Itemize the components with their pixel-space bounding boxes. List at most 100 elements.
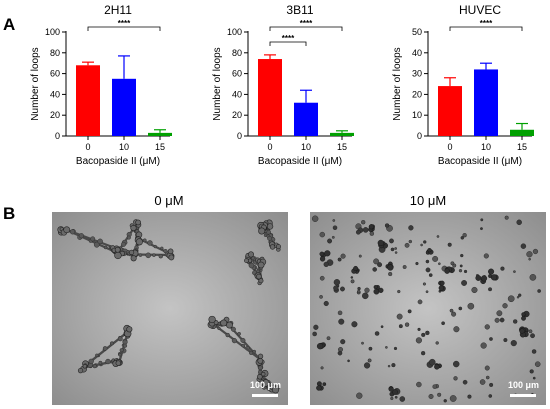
cell	[425, 259, 430, 264]
cell	[350, 276, 354, 279]
tube-network-image	[52, 212, 288, 405]
cell-cluster	[114, 246, 121, 253]
cell-clump	[377, 239, 384, 247]
cell	[438, 262, 441, 266]
cell-clump	[316, 343, 324, 350]
cell	[460, 236, 465, 240]
y-axis-label: Number of loops	[392, 47, 403, 120]
cell-clump	[521, 312, 526, 317]
cell	[513, 319, 518, 324]
cell	[105, 358, 111, 365]
cell	[361, 220, 366, 225]
cell	[331, 235, 335, 239]
cell	[534, 361, 541, 367]
y-tick-label: 60	[232, 69, 242, 79]
cell-clump	[373, 285, 378, 290]
cell	[397, 289, 401, 294]
cell	[117, 336, 123, 342]
x-tick-label: 15	[517, 142, 527, 152]
bracket-line	[269, 41, 307, 46]
cell	[390, 396, 394, 401]
cell	[391, 363, 396, 368]
cell	[425, 267, 431, 273]
cell	[404, 322, 410, 327]
cell-clump	[373, 288, 380, 295]
y-tick-label: 10	[412, 110, 422, 120]
x-axis-label: Bacopaside II (μM)	[438, 156, 522, 167]
cell	[432, 384, 437, 389]
cell	[326, 336, 331, 341]
x-tick-label: 15	[155, 142, 165, 152]
cell	[119, 348, 124, 353]
cell-clump	[368, 224, 374, 230]
x-tick-label: 10	[481, 142, 491, 152]
cell	[358, 254, 362, 258]
cell	[356, 392, 363, 399]
cell	[408, 239, 413, 244]
x-tick-label: 10	[301, 142, 311, 152]
cell	[502, 303, 508, 309]
cell	[483, 253, 489, 259]
cell	[520, 243, 527, 249]
cell	[109, 341, 114, 346]
cell	[390, 247, 395, 252]
cell	[377, 262, 383, 268]
cell	[90, 236, 96, 242]
cell-cluster	[269, 244, 276, 250]
cell	[504, 215, 509, 220]
cell	[337, 350, 343, 356]
micrograph-label-0: 0 μM	[154, 193, 184, 208]
cell-cluster	[77, 367, 84, 374]
x-axis-label: Bacopaside II (μM)	[258, 156, 342, 167]
cell	[417, 327, 421, 331]
significance-bracket: ****	[449, 19, 523, 31]
cell	[361, 341, 364, 345]
cell	[461, 280, 468, 286]
image-background	[310, 212, 546, 405]
cell	[437, 392, 442, 397]
cell	[441, 321, 445, 326]
y-tick-label: 100	[45, 27, 60, 37]
cell-cluster	[226, 321, 233, 329]
cell	[337, 310, 343, 316]
cell-cluster	[258, 278, 264, 284]
bar-15	[330, 132, 354, 136]
cell	[97, 238, 103, 245]
cell	[319, 231, 325, 238]
cell	[451, 311, 457, 317]
cell	[323, 261, 329, 267]
cell	[462, 233, 467, 238]
cell	[369, 231, 375, 236]
y-tick-label: 0	[417, 131, 422, 141]
cell-clump	[439, 280, 445, 286]
cell-clump	[475, 275, 482, 281]
cell	[518, 293, 522, 297]
cell	[337, 257, 342, 262]
cell	[388, 271, 393, 277]
cell	[467, 302, 475, 310]
y-tick-label: 60	[50, 69, 60, 79]
cell	[453, 360, 460, 368]
significance-bracket: ****	[269, 34, 307, 46]
cell	[152, 253, 156, 257]
cell-clump	[427, 248, 432, 253]
x-tick-label: 10	[119, 142, 129, 152]
cell-cluster	[266, 223, 274, 230]
bar-15	[510, 129, 534, 136]
cell	[460, 253, 464, 258]
cell	[158, 254, 163, 259]
bar-0	[438, 86, 462, 136]
cell	[340, 286, 345, 292]
cell	[230, 326, 236, 332]
cell	[364, 287, 370, 293]
cell	[429, 358, 436, 366]
cell	[313, 324, 319, 330]
micrograph-label-10: 10 μM	[409, 193, 447, 208]
cell	[92, 364, 97, 369]
micrograph-control: 100 μm	[52, 212, 288, 405]
cell-cluster	[257, 261, 265, 269]
cell	[499, 317, 505, 323]
cell	[436, 235, 440, 238]
cell-cluster	[257, 374, 263, 380]
cell	[312, 331, 317, 337]
